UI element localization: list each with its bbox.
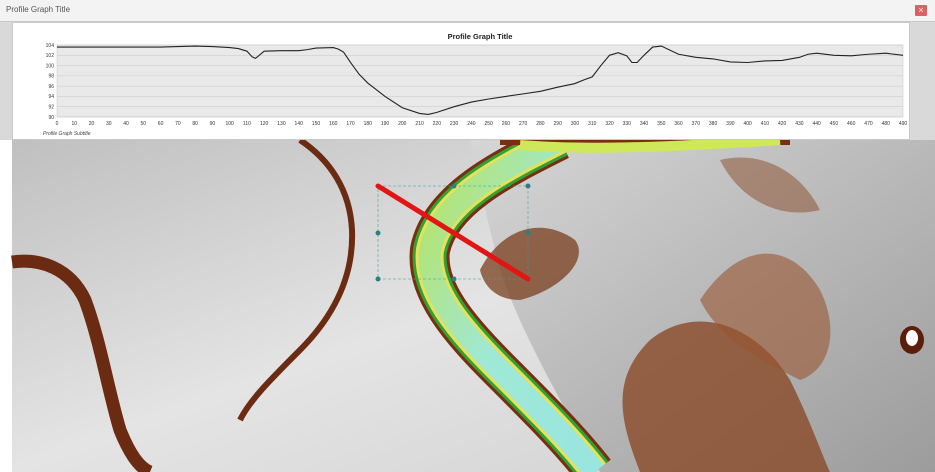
x-tick-label: 90 xyxy=(210,121,216,127)
y-tick-label: 102 xyxy=(46,53,55,59)
x-tick-label: 190 xyxy=(381,121,390,127)
x-tick-label: 220 xyxy=(433,121,442,127)
x-tick-label: 50 xyxy=(141,121,147,127)
x-tick-label: 130 xyxy=(277,121,286,127)
x-tick-label: 480 xyxy=(882,121,891,127)
x-tick-label: 100 xyxy=(225,121,234,127)
y-tick-label: 94 xyxy=(48,94,54,100)
x-tick-label: 80 xyxy=(192,121,198,127)
y-axis-ticks: 90 92 94 96 98 100 102 104 xyxy=(46,43,55,121)
x-tick-label: 160 xyxy=(329,121,338,127)
x-tick-label: 120 xyxy=(260,121,269,127)
y-tick-label: 92 xyxy=(48,105,54,111)
oxbow-channel xyxy=(11,254,153,472)
dark-slope-3 xyxy=(480,227,579,300)
x-tick-label: 340 xyxy=(640,121,649,127)
selection-handle-ne[interactable] xyxy=(525,183,531,189)
x-tick-label: 30 xyxy=(106,121,112,127)
profile-chart: Profile Graph Title Profile Graph Subtit… xyxy=(43,32,908,137)
y-tick-label: 100 xyxy=(46,63,55,69)
x-tick-label: 400 xyxy=(743,121,752,127)
close-icon[interactable]: × xyxy=(915,5,927,16)
selection-handle-nw[interactable] xyxy=(451,183,457,189)
x-tick-label: 330 xyxy=(623,121,632,127)
x-tick-label: 380 xyxy=(709,121,718,127)
river-water xyxy=(418,130,604,472)
x-tick-label: 40 xyxy=(123,121,129,127)
x-tick-label: 170 xyxy=(346,121,355,127)
x-tick-label: 150 xyxy=(312,121,321,127)
x-tick-label: 250 xyxy=(484,121,493,127)
x-tick-label: 470 xyxy=(864,121,873,127)
x-tick-label: 210 xyxy=(415,121,424,127)
x-tick-label: 0 xyxy=(56,121,59,127)
x-tick-label: 140 xyxy=(295,121,304,127)
chart-title: Profile Graph Title xyxy=(448,32,513,41)
x-tick-label: 10 xyxy=(71,121,77,127)
x-tick-label: 280 xyxy=(536,121,545,127)
x-tick-label: 110 xyxy=(243,121,251,127)
channel-bank-north xyxy=(237,137,356,422)
x-tick-label: 430 xyxy=(795,121,804,127)
x-tick-label: 60 xyxy=(158,121,164,127)
x-tick-label: 440 xyxy=(813,121,822,127)
x-tick-label: 490 xyxy=(899,121,908,127)
x-axis-ticks: 0 10 20 30 40 50 60 70 80 90 100 110 120 130 140 150 160… xyxy=(56,121,908,127)
selection-handle-s[interactable] xyxy=(451,276,457,282)
x-tick-label: 20 xyxy=(89,121,95,127)
x-tick-label: 370 xyxy=(692,121,701,127)
selection-handle-e[interactable] xyxy=(525,230,531,236)
terrain-east xyxy=(470,140,935,472)
y-tick-label: 96 xyxy=(48,84,54,90)
dark-slope-2 xyxy=(700,253,831,380)
x-tick-label: 350 xyxy=(657,121,666,127)
x-tick-label: 200 xyxy=(398,121,407,127)
y-tick-label: 98 xyxy=(48,74,54,80)
x-tick-label: 300 xyxy=(571,121,580,127)
x-tick-label: 460 xyxy=(847,121,856,127)
chart-subtitle: Profile Graph Subtitle xyxy=(43,131,91,137)
x-tick-label: 420 xyxy=(778,121,787,127)
river-upper-reach xyxy=(519,135,781,153)
x-tick-label: 410 xyxy=(761,121,770,127)
x-tick-label: 70 xyxy=(175,121,181,127)
x-tick-label: 450 xyxy=(830,121,839,127)
y-tick-label: 90 xyxy=(48,115,54,121)
x-tick-label: 320 xyxy=(605,121,614,127)
x-tick-label: 270 xyxy=(519,121,528,127)
selection-handle-w[interactable] xyxy=(375,230,381,236)
profile-series-line xyxy=(57,45,904,115)
profile-chart-panel: Profile Graph Title Profile Graph Subtit… xyxy=(12,22,910,140)
terrain-white-border xyxy=(0,140,12,472)
x-tick-label: 290 xyxy=(554,121,563,127)
x-tick-label: 390 xyxy=(726,121,735,127)
plot-area xyxy=(56,44,904,118)
y-tick-label: 104 xyxy=(46,43,55,49)
selection-handle-sw[interactable] xyxy=(375,276,381,282)
x-tick-label: 260 xyxy=(502,121,511,127)
window-title: Profile Graph Title xyxy=(6,5,71,14)
grid-lines xyxy=(57,44,903,118)
window-titlebar[interactable]: Profile Graph Title × xyxy=(0,0,935,22)
x-tick-label: 230 xyxy=(450,121,459,127)
x-tick-label: 180 xyxy=(364,121,373,127)
dark-slope-4 xyxy=(720,157,820,213)
x-tick-label: 360 xyxy=(674,121,683,127)
x-tick-label: 310 xyxy=(588,121,597,127)
dark-slope-1 xyxy=(622,321,830,472)
profile-line[interactable] xyxy=(375,183,531,282)
pond-highlight xyxy=(906,330,918,346)
x-tick-label: 240 xyxy=(467,121,476,127)
